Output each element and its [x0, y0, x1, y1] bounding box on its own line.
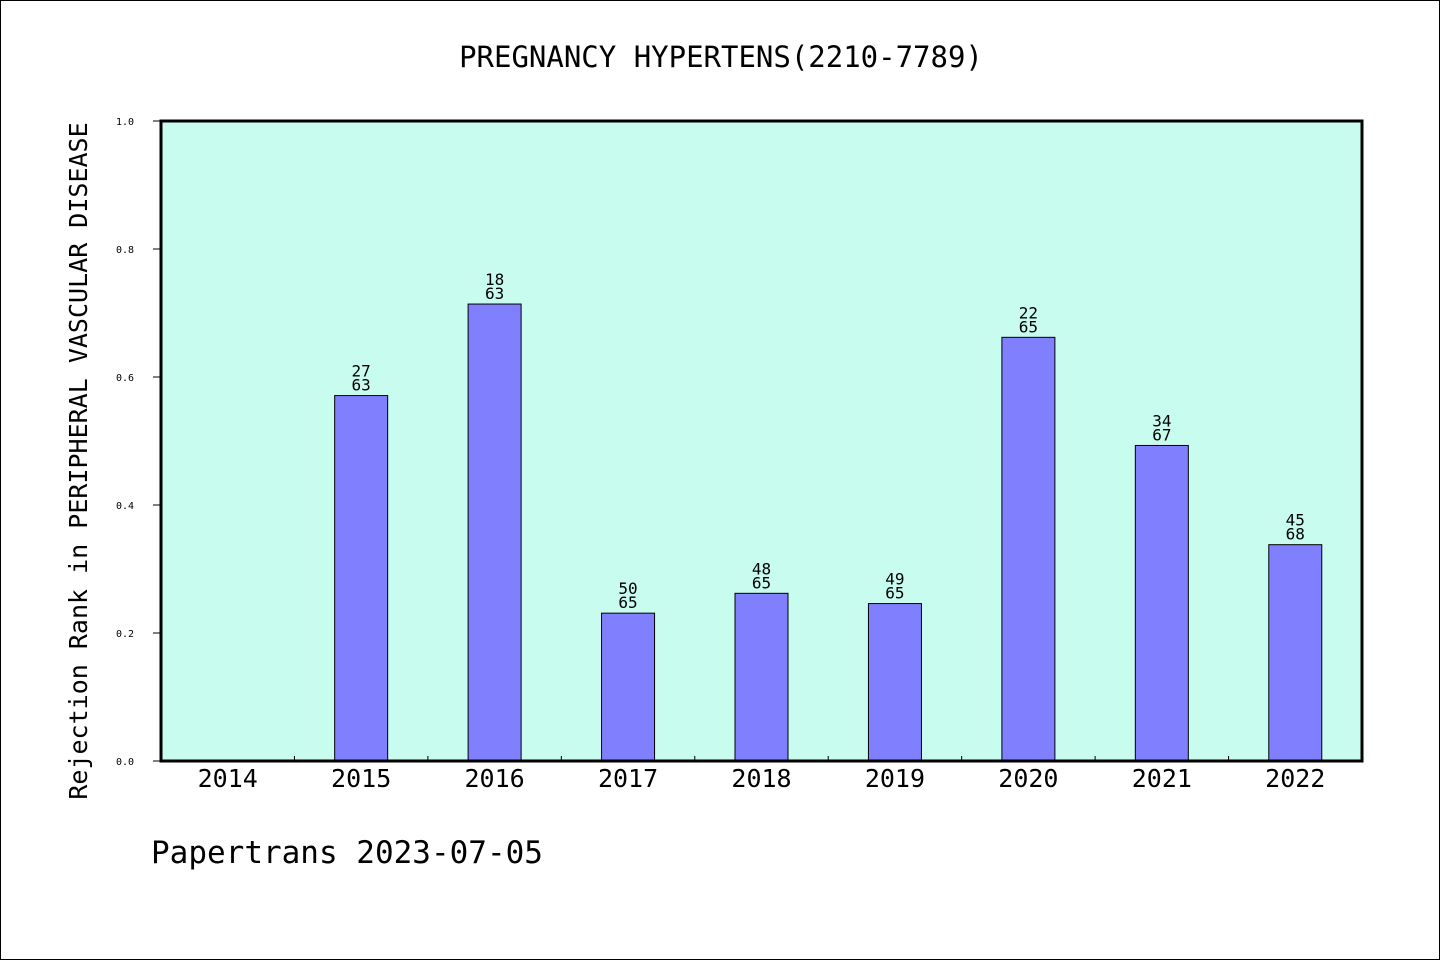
bar-label-bottom: 65: [1019, 317, 1038, 336]
bar-label-bottom: 63: [352, 376, 371, 395]
x-tick-label: 2016: [465, 764, 525, 793]
x-tick-label: 2020: [998, 764, 1058, 793]
x-tick-label: 2015: [331, 764, 391, 793]
y-tick-label: 0.0: [116, 757, 134, 768]
x-tick-label: 2021: [1132, 764, 1192, 793]
bar-label-top: 48: [752, 559, 771, 578]
bar-label-top: 45: [1286, 511, 1305, 530]
x-tick-label: 2022: [1265, 764, 1325, 793]
bar-label-top: 34: [1152, 411, 1171, 430]
bar-label-top: 27: [352, 362, 371, 381]
bar: [734, 592, 789, 762]
bar: [1001, 336, 1056, 762]
bar-label-top: 22: [1019, 303, 1038, 322]
bar: [334, 395, 389, 762]
ticks-layer: 0.0 0.2 0.4 0.6 0.8 1.0 2014 2015 2016 2017 2018 20…: [116, 117, 1325, 793]
bar-label-bottom: 67: [1152, 425, 1171, 444]
chart-title: PREGNANCY HYPERTENS(2210-7789): [459, 40, 983, 74]
x-tick-label: 2019: [865, 764, 925, 793]
bar: [867, 603, 922, 762]
y-tick-label: 1.0: [116, 117, 134, 128]
bar: [1268, 544, 1323, 762]
x-tick-label: 2018: [731, 764, 791, 793]
bar-label-bottom: 65: [885, 584, 904, 603]
bar-label-bottom: 68: [1286, 525, 1305, 544]
bar-label-bottom: 63: [485, 284, 504, 303]
y-tick-label: 0.6: [116, 373, 134, 384]
y-tick-label: 0.4: [116, 501, 134, 512]
bar-label-bottom: 65: [618, 593, 637, 612]
bar-label-bottom: 65: [752, 573, 771, 592]
bar: [601, 612, 656, 762]
x-tick-label: 2017: [598, 764, 658, 793]
bar-label-top: 50: [618, 579, 637, 598]
y-tick-label: 0.2: [116, 629, 134, 640]
bar: [1134, 444, 1189, 762]
bar-label-top: 18: [485, 270, 504, 289]
x-tick-label: 2014: [198, 764, 258, 793]
bar: [467, 303, 522, 762]
plot-border: [159, 119, 1364, 763]
y-axis-label: Rejection Rank in PERIPHERAL VASCULAR DI…: [64, 122, 93, 799]
y-tick-label: 0.8: [116, 245, 134, 256]
bar-label-top: 49: [885, 570, 904, 589]
footer-note: Papertrans 2023-07-05: [151, 835, 543, 871]
